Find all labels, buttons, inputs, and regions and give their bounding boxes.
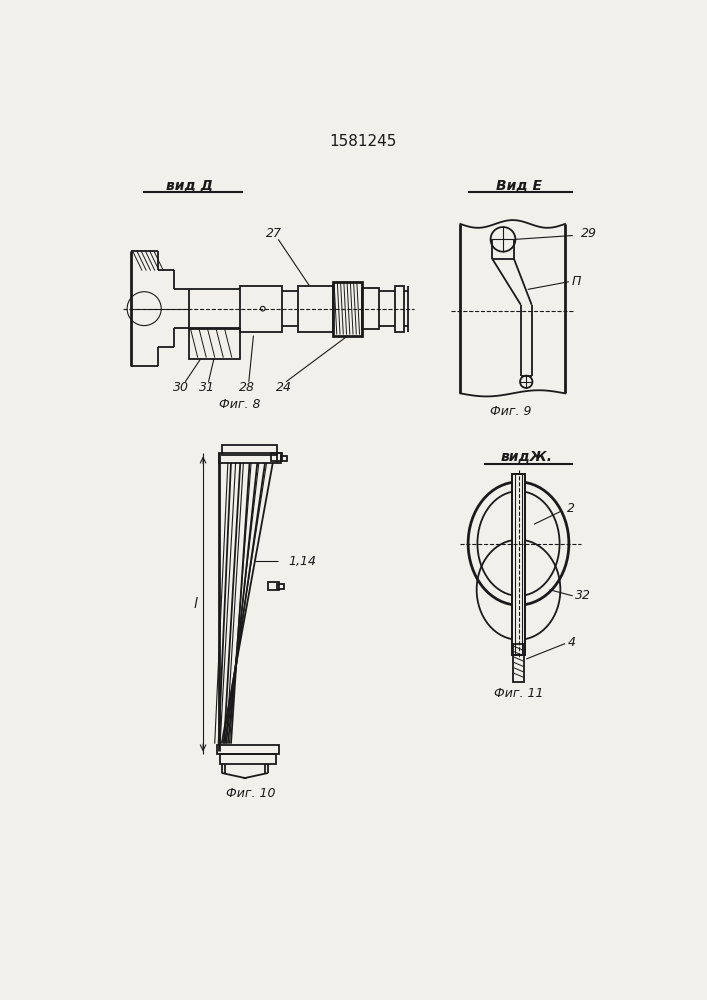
- Bar: [277, 584, 284, 589]
- Bar: [512, 474, 525, 655]
- Bar: [240, 286, 282, 332]
- Text: Фиг. 9: Фиг. 9: [490, 405, 532, 418]
- Bar: [513, 644, 524, 682]
- Bar: [281, 456, 287, 461]
- Bar: [395, 286, 404, 332]
- Text: 1581245: 1581245: [329, 134, 397, 149]
- Text: 27: 27: [267, 227, 282, 240]
- Text: видЖ.: видЖ.: [501, 449, 552, 463]
- Bar: [218, 453, 281, 463]
- Text: 4: 4: [567, 636, 575, 649]
- Text: вид Д: вид Д: [165, 178, 213, 192]
- Bar: [268, 582, 279, 590]
- Text: 29: 29: [580, 227, 597, 240]
- Bar: [298, 286, 332, 332]
- Text: Фиг. 11: Фиг. 11: [493, 687, 543, 700]
- Text: 28: 28: [239, 381, 255, 394]
- Text: 24: 24: [276, 381, 293, 394]
- Text: 32: 32: [575, 589, 591, 602]
- Text: l: l: [194, 597, 197, 611]
- Text: Вид Е: Вид Е: [496, 178, 542, 192]
- Bar: [362, 288, 379, 329]
- Text: Фиг. 8: Фиг. 8: [218, 398, 260, 411]
- Bar: [271, 453, 282, 461]
- Text: 31: 31: [199, 381, 215, 394]
- Text: 1,14: 1,14: [288, 555, 316, 568]
- Bar: [222, 445, 277, 455]
- Bar: [217, 745, 279, 754]
- Text: П: П: [571, 275, 580, 288]
- Text: Фиг. 10: Фиг. 10: [226, 787, 276, 800]
- Bar: [220, 754, 276, 764]
- Text: 2: 2: [567, 502, 575, 515]
- Bar: [512, 474, 525, 655]
- Bar: [332, 282, 362, 336]
- Bar: [189, 329, 240, 359]
- Text: 30: 30: [173, 381, 189, 394]
